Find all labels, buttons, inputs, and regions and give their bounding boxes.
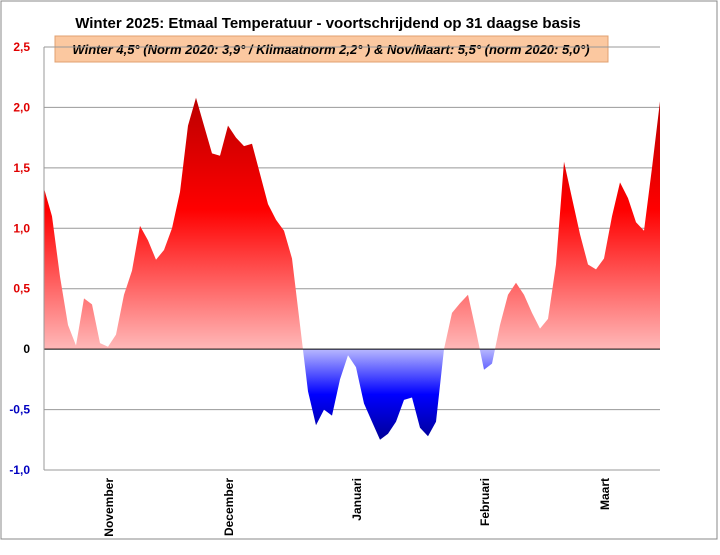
y-tick-label: 2,5 <box>13 40 30 54</box>
x-tick-label: December <box>222 478 236 536</box>
y-tick-label: 1,5 <box>13 161 30 175</box>
chart-title: Winter 2025: Etmaal Temperatuur - voorts… <box>75 15 581 32</box>
y-tick-label: 2,0 <box>13 100 30 114</box>
y-tick-label: 0,5 <box>13 282 30 296</box>
y-tick-label: -1,0 <box>9 463 30 477</box>
chart-subtitle: Winter 4,5° (Norm 2020: 3,9° / Klimaatno… <box>72 42 589 57</box>
y-tick-label: 1,0 <box>13 221 30 235</box>
y-tick-label: 0 <box>23 342 30 356</box>
x-tick-label: Maart <box>598 478 612 510</box>
x-tick-label: Februari <box>478 478 492 526</box>
y-tick-label: -0,5 <box>9 403 30 417</box>
x-tick-label: Januari <box>350 478 364 521</box>
x-tick-label: November <box>102 478 116 537</box>
subtitle-box <box>54 35 609 63</box>
area <box>44 97 660 440</box>
